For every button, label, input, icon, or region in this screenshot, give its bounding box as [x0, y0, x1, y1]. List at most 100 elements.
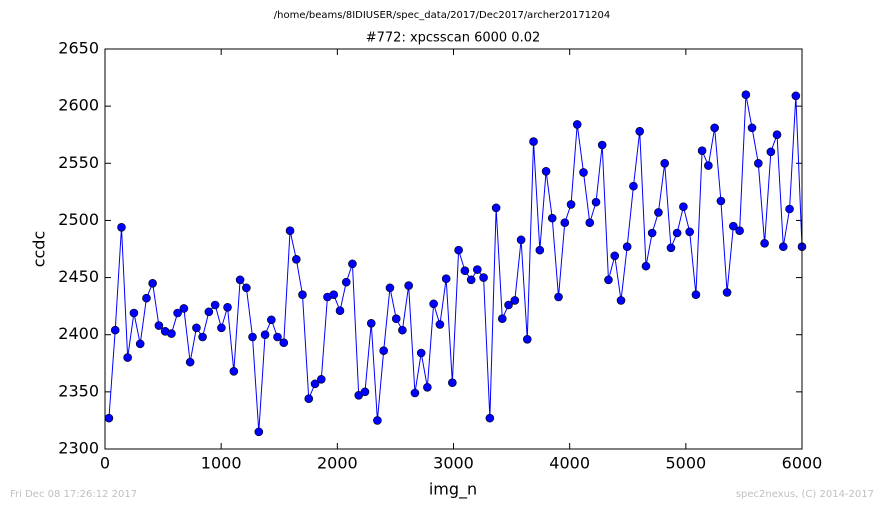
data-point	[248, 332, 257, 342]
data-point	[516, 235, 526, 245]
data-point	[522, 334, 532, 344]
data-point	[410, 388, 420, 398]
data-point	[685, 227, 694, 237]
data-point	[129, 308, 139, 318]
data-point	[154, 321, 164, 330]
data-point	[760, 238, 769, 248]
data-point	[710, 123, 719, 133]
data-point	[267, 315, 276, 325]
data-point	[704, 161, 713, 170]
data-point	[491, 203, 501, 213]
data-point	[179, 304, 189, 313]
data-point	[672, 228, 682, 238]
data-point	[123, 353, 132, 362]
data-point	[610, 251, 620, 261]
data-point	[242, 283, 251, 293]
data-point	[223, 302, 232, 312]
data-point	[298, 290, 307, 300]
data-point	[404, 281, 413, 290]
data-point	[435, 320, 445, 329]
data-point	[448, 378, 457, 388]
data-point	[504, 300, 513, 310]
data-point	[391, 314, 401, 324]
data-point	[235, 275, 245, 285]
y-tick-label: 2650	[58, 39, 99, 58]
y-tick-label: 2600	[58, 96, 99, 115]
data-point	[423, 382, 432, 392]
x-tick-label: 2000	[317, 454, 358, 473]
data-point	[454, 245, 463, 255]
data-point	[167, 329, 176, 338]
data-point	[366, 318, 376, 328]
y-tick-label: 2500	[58, 210, 99, 229]
data-point	[547, 213, 557, 223]
data-point	[604, 275, 613, 285]
data-point	[329, 290, 339, 300]
data-point	[348, 259, 357, 269]
data-point	[654, 208, 663, 217]
data-point	[647, 228, 657, 238]
data-point	[778, 242, 788, 252]
data-point	[566, 200, 576, 209]
data-point	[304, 394, 314, 404]
data-point	[754, 158, 763, 168]
data-point	[629, 181, 638, 191]
data-point	[460, 266, 470, 276]
data-point	[641, 261, 651, 271]
data-point	[766, 147, 776, 157]
x-tick-label: 0	[100, 454, 110, 473]
data-point	[722, 288, 732, 297]
y-tick-label: 2300	[58, 439, 99, 458]
data-point	[379, 346, 388, 356]
footer-left: Fri Dec 08 17:26:12 2017	[10, 489, 137, 500]
x-tick-label: 3000	[433, 454, 474, 473]
data-point	[572, 120, 582, 129]
data-point	[310, 379, 320, 389]
data-point	[429, 299, 438, 309]
data-point	[635, 126, 645, 136]
data-point	[691, 290, 701, 300]
data-point	[697, 146, 707, 156]
data-point	[466, 275, 476, 285]
data-point	[541, 166, 551, 176]
data-point	[117, 222, 126, 232]
plot-frame	[104, 48, 803, 450]
y-axis-label: ccdc	[30, 231, 49, 268]
data-point	[622, 242, 632, 252]
data-point	[135, 339, 145, 349]
data-point	[679, 202, 688, 212]
data-point	[597, 140, 607, 150]
x-axis-label: img_n	[429, 480, 477, 500]
data-point	[285, 226, 295, 236]
x-tick-label: 6000	[782, 454, 823, 473]
data-point	[360, 387, 370, 397]
data-point	[529, 137, 538, 146]
data-point	[398, 325, 407, 335]
data-point	[535, 245, 545, 255]
data-point	[142, 293, 151, 303]
data-point	[292, 254, 301, 264]
data-point	[660, 158, 669, 168]
y-tick-label: 2450	[58, 267, 99, 286]
data-point	[341, 277, 351, 287]
data-point	[416, 348, 426, 358]
data-point	[616, 296, 626, 305]
data-point	[273, 332, 282, 342]
x-tick-label: 4000	[549, 454, 590, 473]
y-tick-label: 2400	[58, 324, 99, 343]
data-point	[279, 338, 289, 348]
data-point	[254, 427, 264, 437]
data-point	[473, 265, 482, 274]
data-point	[666, 243, 676, 253]
data-point	[741, 90, 751, 100]
data-point	[441, 274, 451, 284]
data-point	[173, 308, 182, 318]
data-point	[716, 196, 726, 206]
data-point	[229, 366, 239, 376]
suptitle: /home/beams/8IDIUSER/spec_data/2017/Dec2…	[274, 10, 610, 21]
data-point	[510, 296, 520, 305]
data-point	[479, 273, 488, 282]
data-point	[791, 91, 801, 101]
data-point	[260, 330, 270, 340]
data-point	[198, 332, 207, 342]
